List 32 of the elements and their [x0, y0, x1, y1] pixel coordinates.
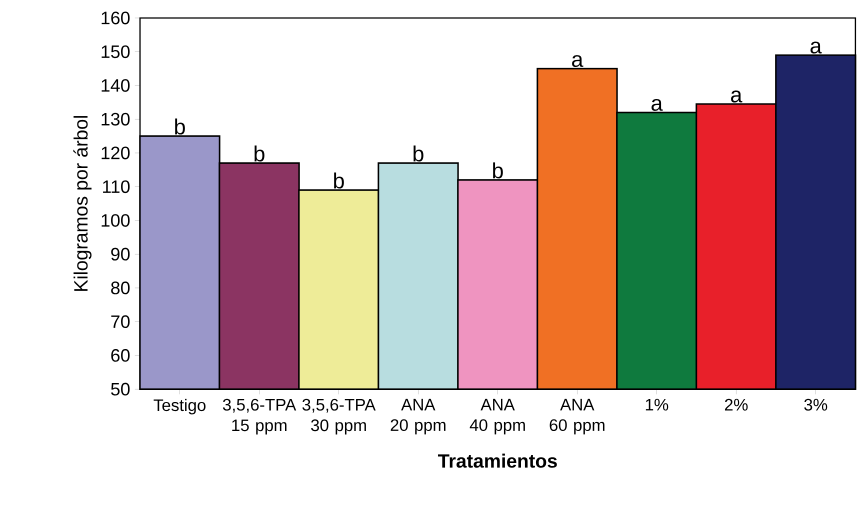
annotation: a — [572, 55, 584, 68]
y-tick-label: 110 — [103, 180, 130, 194]
x-tick-label: 1% — [646, 399, 668, 411]
annotation: b — [414, 146, 424, 162]
annotation: b — [175, 118, 185, 135]
x-tick-label: 3,5,6-TPA 30 ppm — [302, 399, 376, 435]
x-tick-label: ANA 40 ppm — [470, 399, 525, 435]
y-tick-label: 150 — [102, 46, 130, 58]
y-tick-label: 90 — [111, 248, 130, 261]
y-tick-label: 80 — [111, 282, 130, 294]
y-tick-label: 130 — [102, 113, 130, 126]
annotation: b — [254, 146, 264, 162]
x-axis-title: Tratamientos — [438, 454, 557, 468]
x-tick-label: 2% — [724, 399, 748, 411]
annotation: b — [493, 162, 503, 179]
y-axis-title: Kilogramos por árbol — [73, 116, 92, 292]
annotation: a — [652, 99, 663, 112]
y-tick-label: 50 — [111, 382, 130, 396]
y-tick-label: 70 — [111, 315, 130, 328]
y-tick-label: 100 — [102, 214, 130, 227]
y-tick-label: 120 — [102, 146, 130, 160]
y-tick-label: 140 — [102, 79, 130, 92]
x-tick-label: ANA 20 ppm — [390, 399, 446, 435]
annotation: b — [334, 172, 344, 189]
annotation: a — [731, 90, 742, 103]
y-tick-label: 160 — [102, 12, 130, 25]
x-tick-label: 3% — [804, 399, 828, 411]
x-tick-label: ANA 60 ppm — [550, 399, 604, 435]
x-tick-label: Testigo — [154, 399, 206, 415]
x-tick-label: 3,5,6-TPA 15 ppm — [222, 399, 296, 435]
y-tick-label: 60 — [111, 349, 130, 362]
annotation: a — [810, 42, 822, 54]
